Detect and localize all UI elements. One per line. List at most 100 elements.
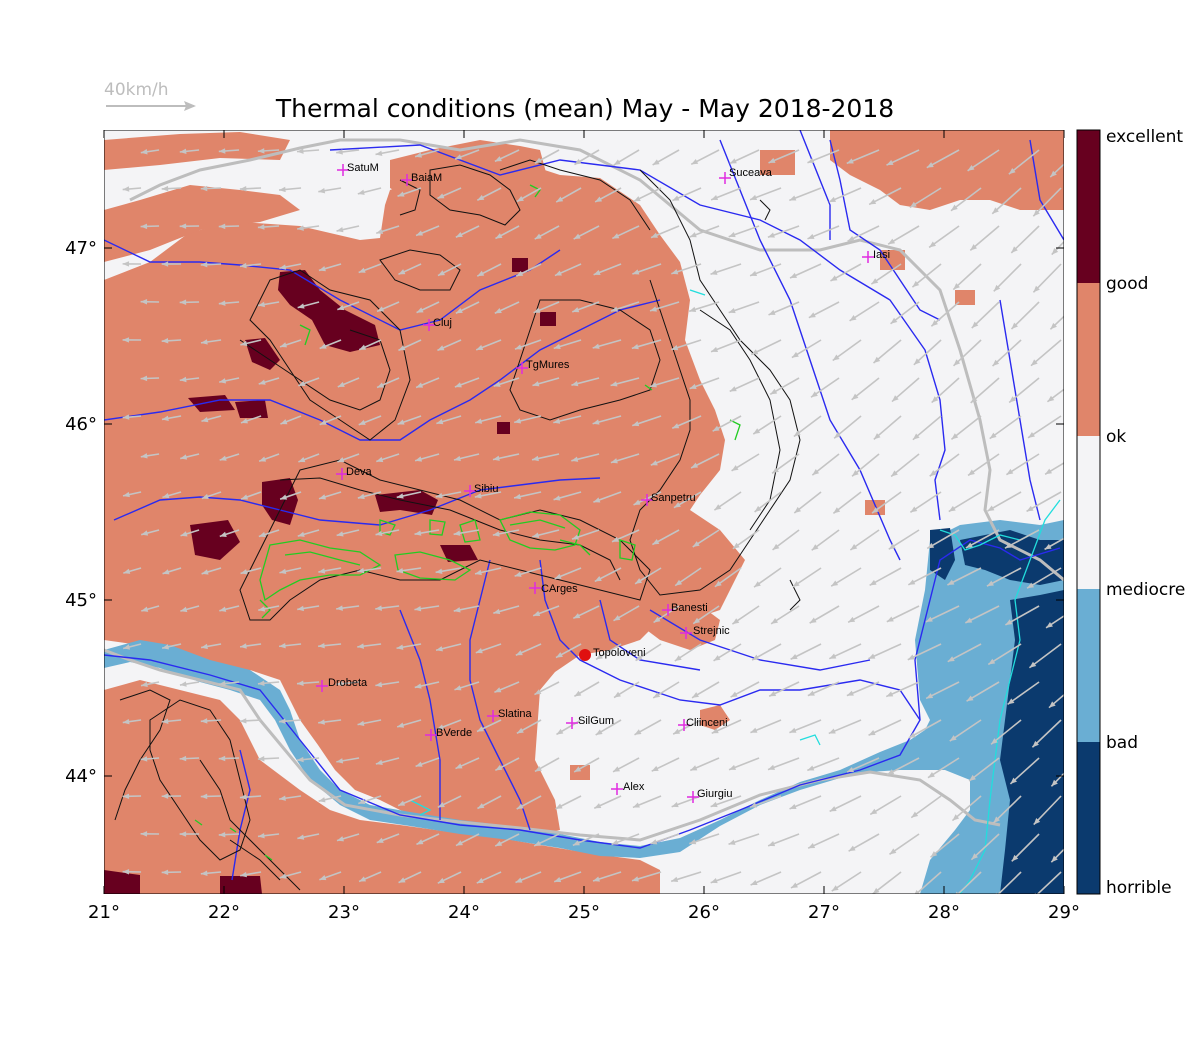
- wind-arrow-head: [770, 388, 778, 395]
- city-markers: SatuM BaiaM Suceava Iasi Cluj TgMures De…: [316, 162, 890, 803]
- wind-arrow-head: [1010, 777, 1018, 784]
- wind-arrow-head: [554, 573, 562, 579]
- wind-arrow-head: [968, 469, 975, 476]
- wind-arrow-head: [572, 840, 580, 846]
- wind-arrow: [997, 871, 1022, 894]
- wind-arrow-head: [672, 195, 680, 201]
- wind-arrow-head: [397, 722, 405, 728]
- wind-arrow-head: [219, 378, 227, 384]
- wind-arrow-head: [1028, 431, 1035, 438]
- wind-arrow-head: [1051, 248, 1059, 255]
- wind-arrow-head: [754, 505, 762, 512]
- wind-arrow-head: [162, 492, 170, 499]
- wind-arrow-head: [398, 877, 406, 883]
- wind-arrow-head: [336, 680, 343, 687]
- wind-arrow-head: [493, 608, 501, 615]
- legend-swatch-excellent: [1077, 130, 1100, 283]
- wind-arrow-head: [396, 567, 404, 574]
- wind-arrow-head: [908, 579, 916, 585]
- wind-arrow-head: [768, 840, 776, 847]
- wind-arrow-head: [219, 606, 227, 612]
- wind-arrow-head: [140, 149, 148, 155]
- wind-arrow: [1045, 614, 1064, 629]
- wind-arrow-head: [297, 756, 304, 763]
- wind-arrow-head: [1007, 698, 1015, 705]
- wind-arrow: [1032, 263, 1062, 293]
- wind-arrow-head: [258, 301, 265, 308]
- wind-arrow-head: [492, 531, 500, 537]
- wind-arrow-head: [514, 418, 522, 424]
- wind-arrow-head: [1045, 468, 1053, 475]
- wind-arrow-head: [692, 541, 700, 547]
- city-label: BaiaM: [411, 172, 442, 184]
- wind-arrow-head: [673, 502, 681, 508]
- wind-arrow-head: [869, 199, 877, 205]
- wind-arrow-head: [710, 878, 718, 884]
- wind-arrow-head: [201, 643, 208, 650]
- wind-arrow-head: [200, 793, 208, 800]
- wind-arrow-head: [493, 381, 501, 387]
- wind-arrow-head: [970, 396, 978, 403]
- wind-arrow-head: [258, 531, 266, 538]
- wind-arrow-head: [828, 196, 836, 202]
- wind-arrow-head: [533, 610, 541, 616]
- wind-arrow-head: [732, 618, 740, 625]
- wind-arrow-head: [592, 343, 600, 349]
- wind-arrow-head: [179, 223, 187, 229]
- wind-arrow-head: [729, 764, 737, 770]
- y-tick-label: 47°: [65, 238, 97, 259]
- map-field: [104, 130, 1064, 894]
- wind-arrow-head: [752, 654, 760, 661]
- wind-arrow-head: [789, 727, 797, 733]
- wind-arrow-head: [753, 428, 761, 435]
- wind-arrow-head: [337, 381, 345, 387]
- wind-arrow-head: [454, 382, 462, 388]
- wind-arrow-head: [891, 395, 899, 402]
- wind-arrow-head: [515, 877, 523, 883]
- wind-arrow-head: [476, 877, 484, 884]
- wind-arrow: [1044, 537, 1064, 551]
- wind-arrow-head: [1011, 854, 1019, 862]
- wind-arrow-head: [416, 839, 424, 845]
- wind-arrow-head: [375, 150, 383, 156]
- wind-arrow-head: [319, 494, 326, 500]
- wind-arrow-head: [967, 164, 975, 171]
- wind-arrow-head: [595, 653, 603, 660]
- wind-arrow-head: [871, 278, 879, 285]
- wind-arrow-head: [516, 270, 524, 277]
- wind-arrow-head: [1011, 246, 1018, 253]
- wind-arrow-head: [1033, 209, 1040, 217]
- wind-arrow-head: [240, 569, 248, 575]
- wind-arrow-head: [318, 719, 325, 725]
- wind-arrow: [1028, 643, 1062, 669]
- wind-arrow-head: [689, 839, 697, 845]
- x-tick-label: 21°: [88, 902, 120, 923]
- wind-arrow-head: [494, 156, 502, 162]
- wind-arrow-head: [714, 580, 722, 587]
- wind-arrow-head: [887, 769, 895, 775]
- wind-arrow-head: [767, 232, 775, 238]
- wind-arrow-head: [122, 261, 130, 267]
- wind-arrow-head: [872, 507, 879, 514]
- wind-arrow-head: [180, 531, 188, 537]
- wind-arrow-head: [768, 764, 776, 770]
- wind-arrow-head: [914, 890, 920, 894]
- wind-arrow-head: [534, 765, 542, 772]
- wind-arrow-head: [337, 304, 345, 311]
- city-marker-cliinceni: Cliinceni: [678, 717, 728, 731]
- wind-arrow-head: [436, 724, 444, 730]
- wind-arrow: [1049, 163, 1064, 178]
- city-label: Cluj: [433, 317, 452, 329]
- wind-arrow-head: [729, 386, 737, 392]
- wind-arrow-head: [257, 833, 265, 839]
- wind-arrow-head: [200, 870, 208, 876]
- wind-arrow-head: [533, 307, 541, 313]
- wind-arrow-head: [454, 154, 462, 160]
- wind-arrow-head: [140, 223, 148, 230]
- wind-arrow-head: [594, 803, 602, 809]
- bad-regions: [104, 520, 1064, 894]
- wind-arrow-head: [436, 646, 443, 652]
- wind-arrow-head: [830, 275, 838, 281]
- wind-scale-label: 40km/h: [104, 80, 169, 100]
- wind-arrow-head: [161, 185, 169, 192]
